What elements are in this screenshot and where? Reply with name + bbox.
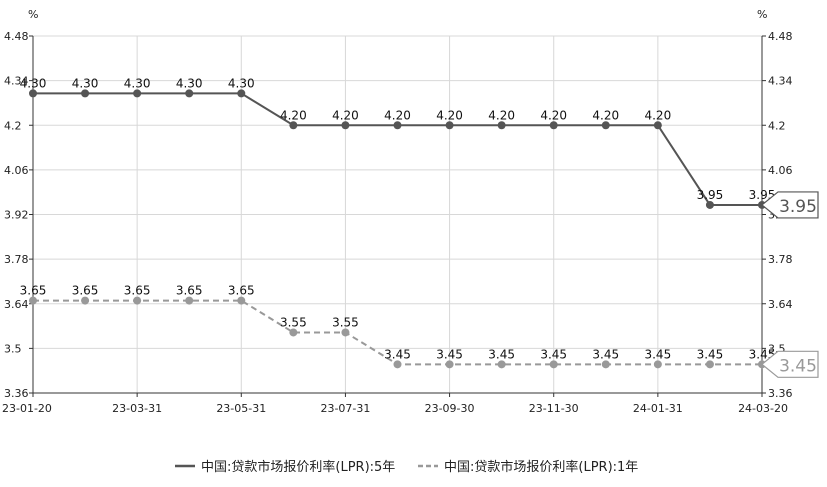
data-label: 3.65	[20, 284, 47, 298]
data-point	[341, 328, 350, 337]
data-point	[185, 296, 194, 305]
y-tick-label-left: 4.06	[4, 164, 29, 177]
data-point	[705, 360, 714, 369]
y-tick-label-left: 4.34	[4, 75, 29, 88]
y-tick-label-right: 4.06	[768, 164, 793, 177]
x-tick-label: 23-03-31	[112, 402, 162, 415]
x-tick-label: 24-03-20	[738, 402, 788, 415]
data-label: 3.55	[332, 315, 359, 329]
data-point	[237, 296, 246, 305]
y-tick-label-left: 4.48	[4, 30, 29, 43]
data-point	[29, 296, 37, 305]
data-point	[549, 121, 558, 130]
data-label: 3.65	[228, 284, 255, 298]
y-tick-label-right: 3.78	[768, 253, 793, 266]
data-label: 4.20	[436, 108, 463, 122]
data-label: 3.65	[176, 284, 203, 298]
data-point	[549, 360, 558, 369]
end-value-label: 3.95	[779, 197, 817, 217]
series-layer	[29, 89, 766, 369]
data-point	[29, 89, 37, 98]
data-point	[653, 121, 662, 130]
legend-label-1: 中国:贷款市场报价利率(LPR):1年	[444, 459, 638, 475]
end-value-box	[761, 191, 819, 219]
y-tick-label-right: 3.64	[768, 298, 793, 311]
x-tick-label: 23-07-31	[320, 402, 370, 415]
data-label: 3.65	[124, 284, 151, 298]
data-label: 3.95	[697, 188, 724, 202]
data-label: 3.65	[72, 284, 99, 298]
data-label: 4.20	[332, 108, 359, 122]
data-label: 3.45	[436, 347, 463, 361]
data-point	[601, 360, 610, 369]
end-value-callout: 3.95	[761, 191, 819, 219]
y-axis-unit-right: %	[757, 8, 767, 21]
data-label: 4.30	[124, 76, 151, 90]
y-tick-label-left: 3.64	[4, 298, 29, 311]
y-tick-label-left: 4.2	[4, 119, 22, 132]
data-point	[81, 296, 90, 305]
data-point	[393, 360, 402, 369]
end-labels-layer: 3.95 3.45	[761, 191, 819, 378]
data-point	[497, 360, 506, 369]
y-tick-label-left: 3.92	[4, 209, 29, 222]
y-tick-label-right: 4.34	[768, 75, 793, 88]
data-label: 3.45	[749, 347, 776, 361]
data-label: 4.20	[540, 108, 567, 122]
data-point	[133, 89, 142, 98]
data-label: 4.30	[20, 76, 47, 90]
data-point	[653, 360, 662, 369]
data-label: 4.20	[644, 108, 671, 122]
data-label: 4.20	[280, 108, 307, 122]
x-tick-label: 23-05-31	[216, 402, 266, 415]
data-label: 4.30	[72, 76, 99, 90]
x-tick-label: 23-09-30	[425, 402, 475, 415]
data-label: 3.45	[488, 347, 515, 361]
y-tick-label-right: 4.2	[768, 119, 786, 132]
data-point	[289, 328, 298, 337]
data-label: 4.30	[228, 76, 255, 90]
end-value-box	[761, 350, 819, 378]
y-tick-label-right: 4.48	[768, 30, 793, 43]
data-label: 4.30	[176, 76, 203, 90]
data-label: 3.45	[644, 347, 671, 361]
data-label: 3.45	[592, 347, 619, 361]
data-point	[601, 121, 610, 130]
end-value-callout: 3.45	[761, 350, 819, 378]
data-point	[705, 200, 714, 209]
data-point	[497, 121, 506, 130]
data-label: 4.20	[384, 108, 411, 122]
data-label: 4.20	[488, 108, 515, 122]
end-value-label: 3.45	[779, 356, 817, 376]
y-tick-label-right: 3.36	[768, 387, 793, 400]
legend-label-0: 中国:贷款市场报价利率(LPR):5年	[201, 459, 395, 475]
y-tick-label-left: 3.36	[4, 387, 29, 400]
data-point	[237, 89, 246, 98]
x-ticks: 23-01-20 23-03-31 23-05-31 23-07-31 23-09-30…	[2, 393, 788, 415]
data-label: 3.95	[749, 188, 776, 202]
data-point	[133, 296, 142, 305]
x-tick-label: 23-11-30	[529, 402, 579, 415]
y-tick-label-left: 3.5	[4, 342, 22, 355]
y-axis-unit-left: %	[28, 8, 38, 21]
legend: 中国:贷款市场报价利率(LPR):5年 中国:贷款市场报价利率(LPR):1年	[175, 459, 638, 475]
y-tick-label-left: 3.78	[4, 253, 29, 266]
data-point	[185, 89, 194, 98]
data-point	[341, 121, 350, 130]
data-point	[81, 89, 90, 98]
data-point	[445, 121, 454, 130]
data-label: 4.20	[592, 108, 619, 122]
data-label: 3.45	[540, 347, 567, 361]
data-point	[289, 121, 298, 130]
data-point	[445, 360, 454, 369]
data-point	[393, 121, 402, 130]
data-label: 3.45	[384, 347, 411, 361]
data-label: 3.55	[280, 315, 307, 329]
x-tick-label: 23-01-20	[2, 402, 52, 415]
data-labels-layer: 4.30 4.30 4.30 4.30 4.30 4.20 4.20 4.20 4.20 4.20…	[20, 76, 776, 361]
x-tick-label: 24-01-31	[633, 402, 683, 415]
data-label: 3.45	[697, 347, 724, 361]
y-ticks-left: 4.48 4.34 4.2 4.06 3.92 3.78 3.64 3.5 3.36	[4, 30, 33, 400]
